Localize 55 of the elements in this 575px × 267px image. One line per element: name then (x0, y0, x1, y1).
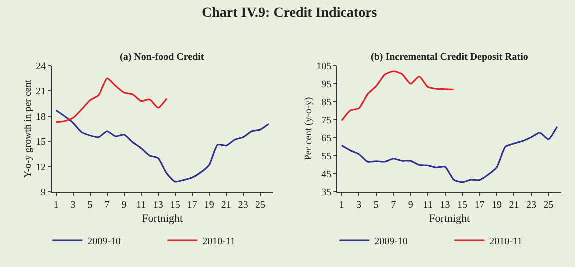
x-tick-label: 13 (440, 200, 450, 211)
y-tick-label: 45 (322, 170, 332, 180)
y-tick-label: 105 (316, 62, 332, 72)
x-tick-label: 17 (187, 200, 198, 211)
legend-label: 2010-11 (490, 236, 523, 248)
y-tick-label: 95 (322, 80, 332, 90)
x-tick-label: 7 (391, 200, 396, 211)
y-tick-label: 35 (322, 188, 332, 198)
y-axis-title: Y-o-y growth in per cent (23, 80, 34, 178)
x-tick-label: 3 (70, 200, 76, 211)
y-tick-label: 85 (322, 98, 332, 108)
y-tick-label: 12 (36, 162, 46, 174)
y-tick-label: 15 (36, 137, 46, 148)
x-tick-label: 15 (458, 200, 468, 211)
x-tick-label: 23 (526, 200, 536, 211)
text: Chart IV.9: Credit Indicators (202, 6, 378, 21)
line-series (341, 70, 455, 122)
chart-title: (a) Non-food Credit (120, 52, 205, 63)
x-tick-label: 3 (356, 200, 362, 211)
x-tick-label: 13 (153, 200, 164, 211)
x-tick-label: 23 (238, 200, 248, 211)
y-tick-label: 65 (322, 134, 332, 144)
x-tick-label: 21 (509, 200, 520, 211)
x-axis-title: Fortnight (142, 213, 184, 226)
x-tick-label: 21 (221, 200, 232, 211)
x-tick-label: 17 (474, 200, 485, 211)
legend-label: 2009-10 (88, 236, 121, 248)
x-tick-label: 11 (423, 200, 433, 211)
chart-title: (b) Incremental Credit Deposit Ratio (371, 52, 528, 63)
legend-label: 2009-10 (374, 236, 408, 248)
y-tick-label: 24 (36, 62, 46, 72)
legend-label: 2010-11 (202, 236, 236, 248)
line-series (55, 110, 270, 183)
y-tick-label: 75 (322, 116, 332, 126)
x-tick-label: 19 (492, 200, 502, 211)
line-series (341, 126, 558, 184)
y-tick-label: 9 (41, 188, 46, 198)
y-axis-title: Per cent (y-o-y) (304, 97, 315, 161)
x-tick-label: 9 (122, 200, 127, 211)
x-tick-label: 11 (136, 200, 146, 211)
x-tick-label: 15 (170, 200, 180, 211)
x-tick-label: 5 (88, 200, 93, 211)
x-tick-label: 1 (339, 200, 344, 211)
y-tick-label: 18 (36, 112, 46, 123)
y-tick-label: 21 (36, 86, 46, 98)
x-axis-title: Fortnight (429, 213, 470, 226)
y-tick-label: 55 (322, 152, 332, 162)
x-tick-label: 19 (204, 200, 214, 211)
x-tick-label: 9 (408, 200, 414, 211)
x-tick-label: 1 (54, 200, 59, 211)
x-tick-label: 5 (374, 200, 379, 211)
x-tick-label: 7 (104, 200, 110, 211)
x-tick-label: 25 (544, 200, 554, 211)
line-series (55, 78, 168, 124)
x-tick-label: 25 (255, 200, 266, 211)
